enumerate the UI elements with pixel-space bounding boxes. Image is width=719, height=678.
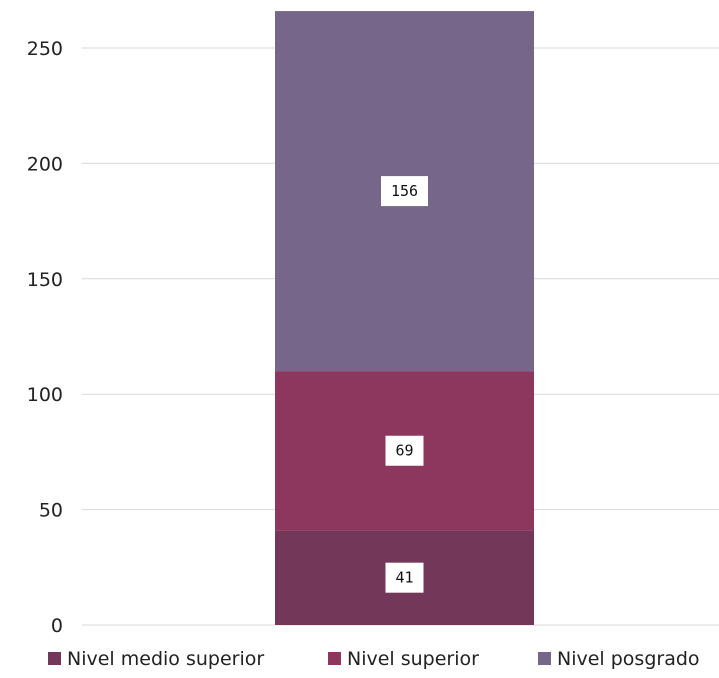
data-label: 69 bbox=[395, 442, 413, 460]
legend-swatch bbox=[538, 652, 551, 665]
data-label-box bbox=[385, 435, 424, 466]
legend: Nivel medio superior Nivel superior Nivel … bbox=[48, 648, 700, 670]
data-label: 41 bbox=[395, 569, 413, 587]
y-tick-label: 50 bbox=[39, 500, 63, 522]
data-labels: 41 69 156 bbox=[381, 176, 428, 593]
y-tick-label: 0 bbox=[51, 615, 63, 637]
legend-swatch bbox=[328, 652, 341, 665]
y-tick-label: 150 bbox=[27, 269, 63, 291]
bar-stack bbox=[275, 11, 534, 625]
y-tick-label: 100 bbox=[27, 384, 63, 406]
legend-swatch bbox=[48, 652, 61, 665]
data-label-box bbox=[381, 176, 428, 207]
y-tick-label: 200 bbox=[27, 153, 63, 175]
legend-label: Nivel posgrado bbox=[557, 648, 700, 670]
legend-label: Nivel superior bbox=[347, 648, 479, 670]
data-label-box bbox=[385, 562, 424, 593]
y-axis: 0 50 100 150 200 250 bbox=[27, 38, 63, 637]
legend-label: Nivel medio superior bbox=[67, 648, 264, 670]
y-tick-label: 250 bbox=[27, 38, 63, 60]
data-label: 156 bbox=[391, 182, 418, 200]
